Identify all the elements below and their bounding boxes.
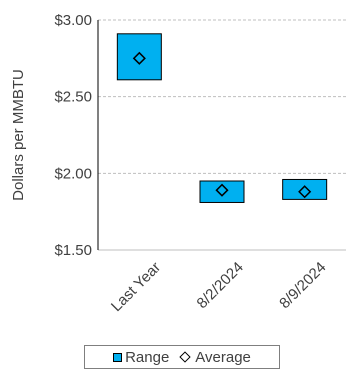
average-markers xyxy=(132,51,312,199)
range-bars xyxy=(116,33,328,203)
range-bar xyxy=(116,33,162,81)
legend-item-average: Average xyxy=(179,349,251,366)
average-marker xyxy=(215,183,229,197)
y-tick-label: $2.00 xyxy=(54,165,92,182)
legend: Range Average xyxy=(84,345,280,369)
legend-range-label: Range xyxy=(125,348,170,366)
x-tick-label: 8/9/2024 xyxy=(276,259,329,312)
legend-item-range: Range xyxy=(113,349,169,366)
range-bar xyxy=(199,180,245,203)
x-tick-labels: Last Year 8/2/2024 8/9/2024 xyxy=(108,259,330,315)
average-marker xyxy=(132,51,146,65)
y-axis-label: Dollars per MMBTU xyxy=(10,69,27,201)
y-tick-label: $2.50 xyxy=(54,89,92,106)
range-bar xyxy=(282,178,328,200)
y-tick-label: $3.00 xyxy=(54,12,92,29)
average-marker xyxy=(298,185,312,199)
range-swatch-icon xyxy=(113,352,123,362)
legend-average-label: Average xyxy=(195,348,251,366)
x-tick-label: 8/2/2024 xyxy=(194,259,247,312)
y-tick-label: $1.50 xyxy=(54,242,92,259)
x-tick-label: Last Year xyxy=(108,259,164,315)
diamond-icon xyxy=(179,351,191,363)
gridlines xyxy=(98,19,346,251)
y-tick-labels: $1.50 $2.00 $2.50 $3.00 xyxy=(54,12,92,259)
